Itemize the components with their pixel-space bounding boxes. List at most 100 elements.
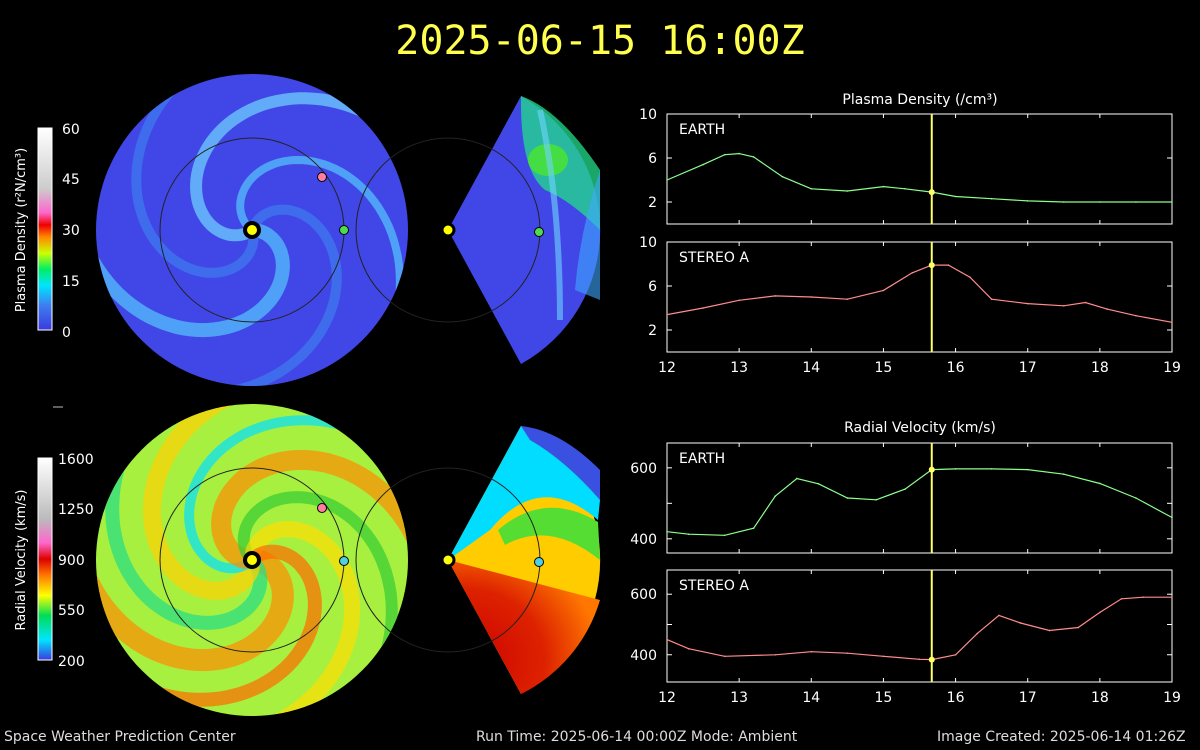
panel-label: EARTH	[679, 122, 725, 138]
data-point	[904, 188, 906, 190]
data-point	[723, 655, 726, 658]
density-meridional-map	[355, 96, 601, 364]
data-point	[1062, 201, 1065, 203]
x-tick-label: 14	[802, 360, 820, 376]
data-point	[1099, 201, 1101, 203]
data-point	[998, 614, 1000, 617]
data-point	[738, 299, 740, 302]
data-point	[752, 156, 755, 158]
current-value-marker	[928, 262, 935, 269]
data-point	[1099, 611, 1101, 614]
density-tick-30: 30	[62, 223, 80, 239]
density-colorbar: Plasma Density (r²N/cm³) 60 45 30 15 0	[14, 122, 80, 341]
panel-label: STEREO A	[679, 578, 749, 594]
data-point	[810, 188, 813, 190]
data-point	[1077, 626, 1080, 629]
current-value-marker	[928, 656, 935, 663]
data-point	[969, 276, 971, 279]
data-point	[666, 530, 668, 533]
data-point	[1048, 629, 1051, 632]
density-ecliptic-map	[96, 74, 408, 386]
data-point	[687, 533, 690, 535]
data-point	[1106, 308, 1108, 310]
data-point	[1142, 596, 1144, 599]
data-point	[774, 295, 777, 297]
series-line	[666, 152, 1172, 203]
data-point	[947, 264, 950, 266]
velocity-colorbar-label: Radial Velocity (km/s)	[14, 490, 29, 631]
velocity-chart-title: Radial Velocity (km/s)	[844, 420, 996, 436]
data-point	[752, 527, 755, 529]
data-point	[911, 272, 914, 274]
stereo-marker-velocity	[317, 503, 327, 513]
data-point	[954, 468, 957, 470]
velocity-tick-1600: 1600	[58, 452, 94, 468]
data-point	[904, 488, 906, 490]
data-point	[1026, 302, 1029, 305]
footer-center-credit: Space Weather Prediction Center	[4, 729, 236, 745]
data-point	[738, 152, 740, 155]
data-point	[810, 650, 813, 653]
density-tick-15: 15	[62, 274, 80, 290]
x-tick-label: 14	[802, 690, 820, 706]
x-tick-label: 17	[1019, 360, 1037, 376]
data-point	[882, 185, 885, 188]
data-point	[666, 179, 668, 181]
data-point	[954, 195, 957, 198]
earth-marker-velocity-side	[534, 557, 544, 567]
data-point	[1026, 200, 1029, 202]
data-point	[976, 632, 979, 635]
x-tick-label: 17	[1019, 690, 1037, 706]
panel-label: STEREO A	[679, 250, 749, 266]
panel-label: EARTH	[679, 451, 725, 467]
stereo-marker-density	[317, 172, 327, 182]
y-tick-label: 400	[630, 648, 657, 664]
data-point	[846, 190, 849, 192]
velocity-colorbar: Radial Velocity (km/s) 1600 1250 900 550…	[14, 452, 94, 670]
x-tick-label: 18	[1091, 360, 1109, 376]
x-tick-label: 15	[875, 690, 893, 706]
y-tick-label: 2	[648, 323, 657, 339]
data-point	[1084, 301, 1087, 304]
density-tick-0: 0	[62, 325, 71, 341]
timeseries-panel-3: STEREO A 400 600 12 13 14 15 16 17 18 19	[630, 569, 1181, 706]
data-point	[1120, 597, 1123, 600]
series-line	[666, 468, 1173, 536]
data-point	[774, 653, 777, 656]
y-tick-label: 10	[639, 235, 657, 251]
x-tick-label: 13	[730, 690, 748, 706]
data-point	[846, 298, 849, 301]
x-tick-label: 19	[1163, 690, 1181, 706]
timeseries-panel-2: EARTH 400 600	[630, 442, 1173, 554]
sun-marker-velocity	[243, 551, 261, 569]
data-point	[1026, 468, 1029, 471]
velocity-tick-550: 550	[58, 603, 85, 619]
plot-frame	[666, 241, 1173, 353]
velocity-meridional-map	[355, 426, 601, 694]
velocity-tick-900: 900	[58, 553, 85, 569]
data-point	[810, 296, 813, 298]
earth-marker-density	[339, 225, 349, 235]
y-tick-label: 6	[648, 279, 657, 295]
data-point	[990, 197, 993, 200]
series-line	[666, 264, 1173, 323]
data-point	[990, 298, 993, 301]
sun-marker-density-side	[440, 222, 456, 238]
data-point	[846, 497, 849, 499]
sun-marker-velocity-side	[440, 552, 456, 568]
data-point	[1171, 201, 1173, 203]
data-point	[882, 289, 885, 292]
plot-frame	[666, 569, 1173, 683]
earth-marker-density-side	[534, 227, 544, 237]
data-point	[882, 655, 885, 658]
data-point	[1171, 321, 1173, 324]
data-point	[1171, 596, 1173, 599]
y-tick-label: 2	[648, 195, 657, 211]
data-point	[702, 307, 704, 309]
x-tick-label: 16	[947, 690, 965, 706]
data-point	[1135, 314, 1137, 317]
sun-marker-density	[243, 221, 261, 239]
data-point	[1062, 473, 1065, 476]
y-tick-label: 6	[648, 151, 657, 167]
